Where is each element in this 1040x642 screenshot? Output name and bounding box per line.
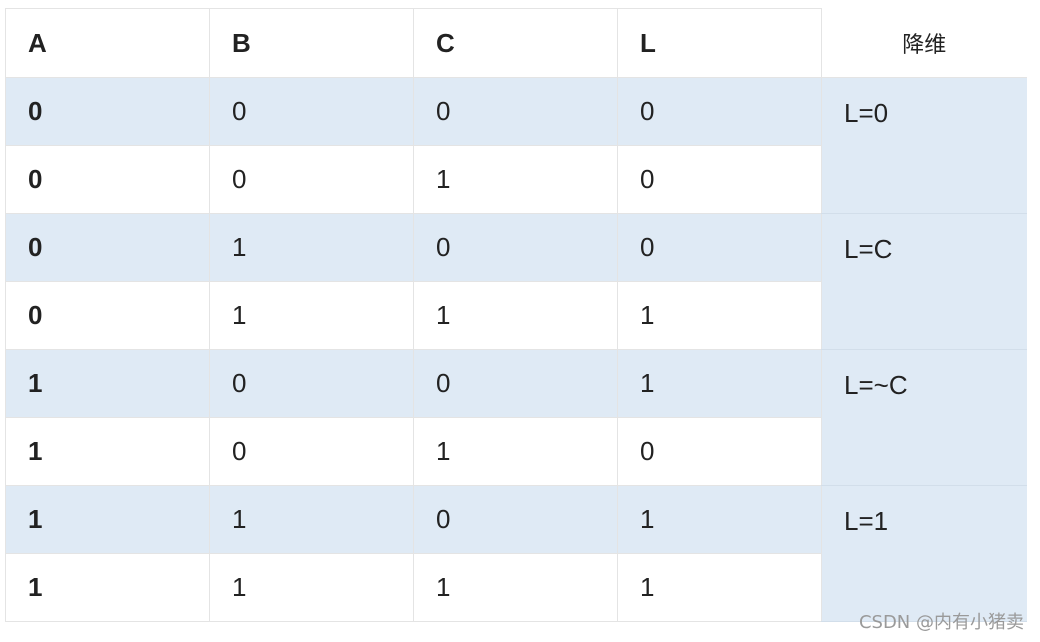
table-row: 0 1 0 0 L=C [5,213,1027,350]
header-a: A [5,8,210,78]
cell-c: 0 [413,77,618,146]
header-reduction: 降维 [821,8,1027,78]
cell-c: 1 [413,553,618,622]
cell-a: 1 [5,417,210,486]
reduction-cell: L=0 [821,77,1027,214]
cell-c: 0 [413,213,618,282]
cell-c: 1 [413,417,618,486]
cell-l: 1 [617,553,822,622]
cell-b: 0 [209,417,414,486]
cell-b: 0 [209,145,414,214]
reduction-cell: L=1 [821,485,1027,622]
cell-l: 1 [617,281,822,350]
table-row: 1 1 1 1 [5,553,1027,622]
table-row: 0 1 1 1 [5,281,1027,350]
cell-a: 1 [5,553,210,622]
cell-l: 1 [617,485,822,554]
cell-a: 1 [5,349,210,418]
header-c: C [413,8,618,78]
cell-c: 0 [413,349,618,418]
table-row: 1 0 0 1 L=~C [5,349,1027,486]
cell-c: 1 [413,145,618,214]
cell-b: 1 [209,553,414,622]
truth-table: A B C L 降维 0 0 0 0 L=0 0 0 1 0 0 [5,8,1027,622]
table-row: 1 1 0 1 L=1 [5,485,1027,622]
cell-a: 1 [5,485,210,554]
truth-table-container: A B C L 降维 0 0 0 0 L=0 0 0 1 0 0 [5,8,1027,622]
cell-l: 0 [617,417,822,486]
cell-a: 0 [5,77,210,146]
cell-l: 1 [617,349,822,418]
cell-a: 0 [5,145,210,214]
header-l: L [617,8,822,78]
cell-l: 0 [617,145,822,214]
cell-b: 1 [209,213,414,282]
reduction-cell: L=~C [821,349,1027,486]
cell-c: 1 [413,281,618,350]
cell-a: 0 [5,281,210,350]
cell-b: 1 [209,485,414,554]
table-header-row: A B C L 降维 [5,8,1027,78]
cell-l: 0 [617,213,822,282]
reduction-cell: L=C [821,213,1027,350]
table-row: 0 0 1 0 [5,145,1027,214]
table-row: 0 0 0 0 L=0 [5,77,1027,214]
header-b: B [209,8,414,78]
watermark-text: CSDN @内有小猪卖 [858,612,1024,633]
cell-b: 1 [209,281,414,350]
cell-a: 0 [5,213,210,282]
cell-c: 0 [413,485,618,554]
table-row: 1 0 1 0 [5,417,1027,486]
cell-b: 0 [209,349,414,418]
cell-l: 0 [617,77,822,146]
cell-b: 0 [209,77,414,146]
